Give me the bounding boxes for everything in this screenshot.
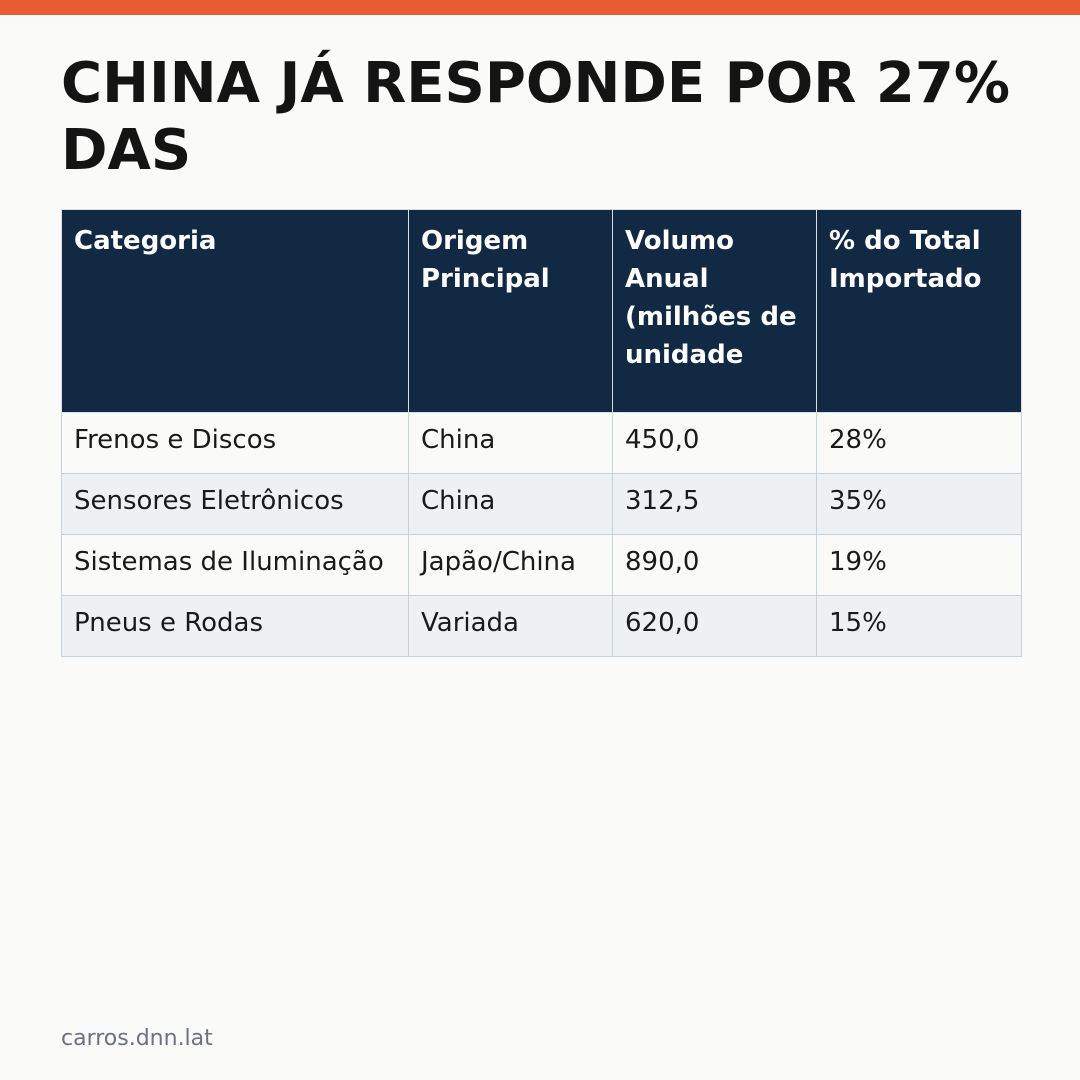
top-accent-bar — [0, 0, 1080, 15]
cell-origem: Japão/China — [408, 534, 613, 596]
cell-volume: 890,0 — [612, 534, 817, 596]
cell-categoria: Pneus e Rodas — [61, 595, 409, 657]
column-header-categoria: Categoria — [61, 209, 409, 413]
cell-volume: 312,5 — [612, 473, 817, 535]
column-header-origem-principal: Origem Principal — [408, 209, 613, 413]
cell-volume: 450,0 — [612, 412, 817, 474]
table-row: Sistemas de Iluminação Japão/China 890,0… — [61, 534, 1022, 596]
cell-origem: China — [408, 473, 613, 535]
cell-volume: 620,0 — [612, 595, 817, 657]
column-header-volume-anual: Volumo Anual (milhões de unidade — [612, 209, 817, 413]
table-row: Pneus e Rodas Variada 620,0 15% — [61, 595, 1022, 657]
table-row: Frenos e Discos China 450,0 28% — [61, 412, 1022, 474]
page-title: CHINA JÁ RESPONDE POR 27% DAS — [61, 50, 1051, 184]
imports-table: Categoria Origem Principal Volumo Anual … — [61, 209, 1022, 657]
cell-percent: 19% — [816, 534, 1022, 596]
cell-categoria: Frenos e Discos — [61, 412, 409, 474]
table-header-row: Categoria Origem Principal Volumo Anual … — [61, 209, 1022, 413]
cell-percent: 28% — [816, 412, 1022, 474]
column-header-percent-total: % do Total Importado — [816, 209, 1022, 413]
cell-origem: Variada — [408, 595, 613, 657]
source-footer: carros.dnn.lat — [61, 1026, 213, 1051]
cell-categoria: Sensores Eletrônicos — [61, 473, 409, 535]
cell-percent: 15% — [816, 595, 1022, 657]
cell-categoria: Sistemas de Iluminação — [61, 534, 409, 596]
cell-percent: 35% — [816, 473, 1022, 535]
page-title-line-2: DAS — [61, 118, 192, 183]
cell-origem: China — [408, 412, 613, 474]
page-title-line-1: CHINA JÁ RESPONDE POR 27% — [61, 51, 1010, 116]
table-row: Sensores Eletrônicos China 312,5 35% — [61, 473, 1022, 535]
